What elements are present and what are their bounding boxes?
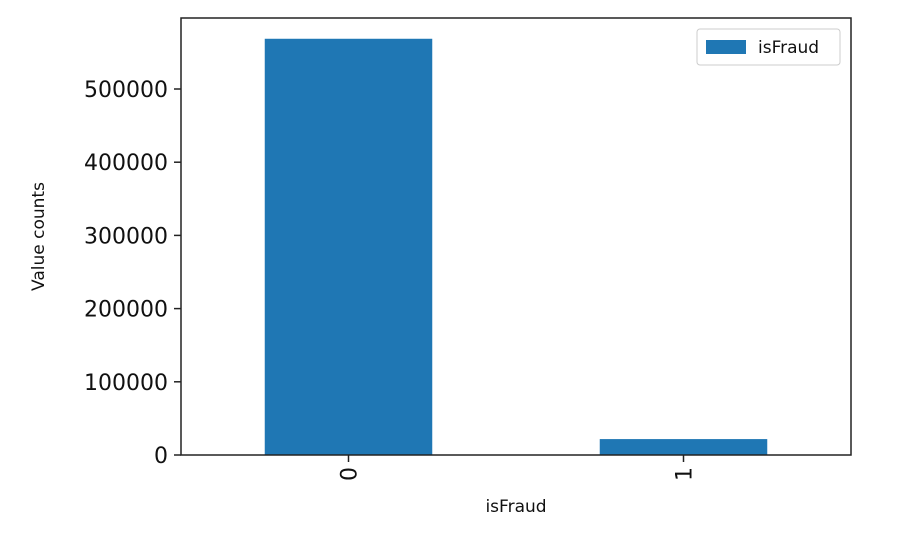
x-tick-label: 1 [673, 467, 698, 481]
y-tick-label: 100000 [84, 371, 168, 396]
y-tick-label: 400000 [84, 151, 168, 176]
x-tick-label: 0 [338, 467, 363, 481]
bars [264, 38, 768, 455]
legend-box [696, 28, 841, 66]
x-axis-label: isFraud [485, 497, 546, 517]
legend: isFraud [696, 28, 841, 66]
plot-frame [180, 17, 852, 456]
legend-swatch-isfraud [706, 40, 746, 54]
bar-1 [599, 439, 768, 455]
y-axis-label: Value counts [29, 182, 49, 291]
bar-0 [264, 38, 433, 455]
legend-label-isfraud: isFraud [758, 38, 819, 58]
y-tick-label: 300000 [84, 224, 168, 249]
y-tick-label: 500000 [84, 78, 168, 103]
y-tick-label: 0 [154, 444, 168, 469]
y-axis-ticks: 0 100000 200000 300000 400000 500000 [84, 78, 181, 469]
y-tick-label: 200000 [84, 298, 168, 323]
